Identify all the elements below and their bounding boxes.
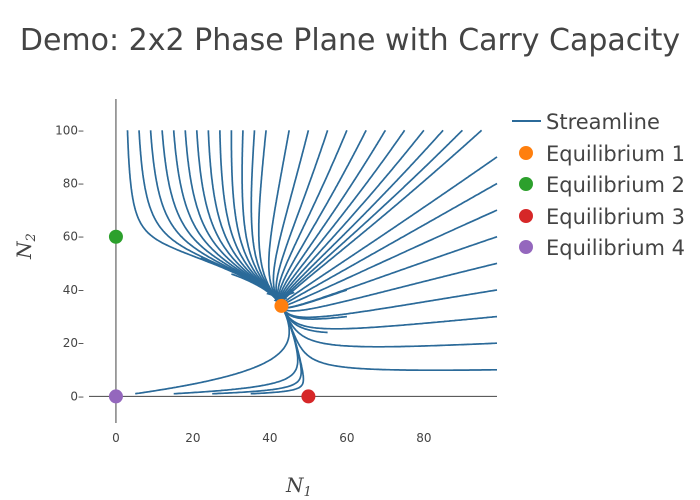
streamline-arrow xyxy=(287,288,295,296)
legend-label-equilibrium-3: Equilibrium 3 xyxy=(546,205,685,229)
x-axis-title-main: N xyxy=(285,473,305,497)
legend-equilibrium-1-marker xyxy=(519,146,533,160)
streamline xyxy=(267,130,291,307)
legend[interactable]: Streamline Equilibrium 1 Equilibrium 2 E… xyxy=(512,110,685,260)
x-tick-label: 40 xyxy=(262,431,277,445)
chart-title: Demo: 2x2 Phase Plane with Carry Capacit… xyxy=(20,23,680,58)
y-axis-ticks: 0– 20– 40– 60– 80– 100– xyxy=(55,123,84,403)
streamline xyxy=(280,303,497,372)
legend-equilibrium-3-marker xyxy=(519,209,533,223)
streamline xyxy=(280,156,498,309)
legend-item-equilibrium-3[interactable]: Equilibrium 3 xyxy=(519,205,685,229)
streamline-arrow xyxy=(266,289,274,297)
x-tick-label: 60 xyxy=(339,431,354,445)
streamline xyxy=(173,303,299,395)
streamline xyxy=(184,130,285,308)
legend-label-equilibrium-2: Equilibrium 2 xyxy=(546,173,685,197)
equilibrium-3-marker[interactable] xyxy=(301,389,316,404)
streamline-series xyxy=(126,129,498,395)
equilibrium-4-marker[interactable] xyxy=(108,389,123,404)
equilibrium-points xyxy=(108,229,316,404)
legend-item-equilibrium-4[interactable]: Equilibrium 4 xyxy=(519,236,685,260)
legend-label-equilibrium-1: Equilibrium 1 xyxy=(546,142,685,166)
legend-item-equilibrium-2[interactable]: Equilibrium 2 xyxy=(519,173,685,197)
plot-area[interactable] xyxy=(89,99,498,423)
y-tick-label: 0– xyxy=(70,389,84,403)
legend-label-streamline: Streamline xyxy=(546,110,660,134)
y-tick-label: 100– xyxy=(55,123,84,137)
y-tick-label: 40– xyxy=(63,283,84,297)
legend-equilibrium-2-marker xyxy=(519,177,533,191)
equilibrium-2-marker[interactable] xyxy=(108,229,123,244)
y-tick-label: 60– xyxy=(63,230,84,244)
x-tick-label: 80 xyxy=(416,431,431,445)
legend-label-equilibrium-4: Equilibrium 4 xyxy=(546,236,685,260)
x-tick-label: 0 xyxy=(112,431,120,445)
streamline xyxy=(135,304,291,395)
equilibrium-1-marker[interactable] xyxy=(274,298,289,313)
streamline xyxy=(279,129,483,308)
streamline xyxy=(250,304,305,395)
streamline xyxy=(280,235,498,309)
y-tick-label: 20– xyxy=(63,336,84,350)
y-axis-title-sub: 2 xyxy=(24,233,39,242)
y-axis-title: N2 xyxy=(12,233,39,260)
x-tick-label: 20 xyxy=(185,431,200,445)
legend-item-streamline[interactable]: Streamline xyxy=(512,110,660,134)
x-axis-title-sub: 1 xyxy=(304,485,312,500)
x-axis-ticks: 0 20 40 60 80 xyxy=(112,431,431,445)
legend-equilibrium-4-marker xyxy=(519,240,533,254)
x-axis-title: N1 xyxy=(285,473,312,500)
y-tick-label: 80– xyxy=(63,177,84,191)
y-axis-title-main: N xyxy=(12,240,36,260)
legend-item-equilibrium-1[interactable]: Equilibrium 1 xyxy=(519,142,685,166)
